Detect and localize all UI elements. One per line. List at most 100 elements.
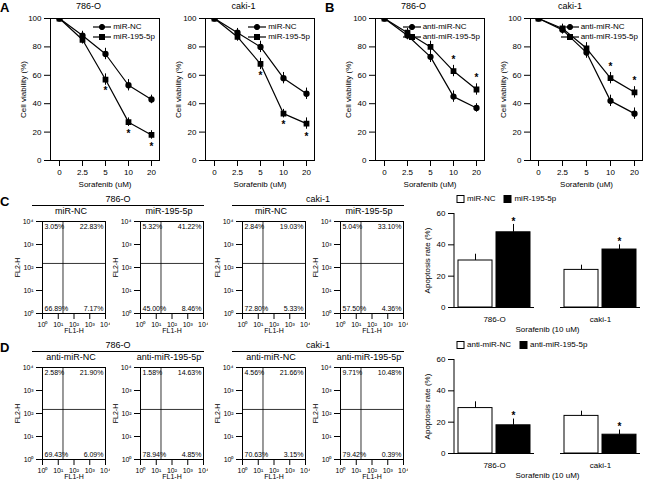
- svg-text:60: 60: [358, 71, 367, 80]
- svg-text:10: 10: [124, 168, 133, 177]
- svg-text:10²: 10²: [121, 410, 132, 417]
- svg-text:10³: 10³: [285, 321, 296, 328]
- svg-text:10³: 10³: [321, 387, 332, 394]
- svg-text:1.58%1.58: 1.58%1.58: [143, 369, 163, 376]
- svg-text:*: *: [104, 85, 108, 96]
- svg-text:FL2-H: FL2-H: [14, 258, 21, 277]
- svg-text:10³: 10³: [23, 387, 34, 394]
- svg-text:0: 0: [441, 449, 446, 458]
- svg-text:10³: 10³: [223, 241, 234, 248]
- svg-text:10⁰: 10⁰: [322, 456, 333, 463]
- svg-text:20: 20: [472, 168, 481, 177]
- svg-text:10⁰: 10⁰: [224, 456, 235, 463]
- svg-text:10¹: 10¹: [351, 467, 362, 474]
- svg-text:2.5: 2.5: [77, 168, 89, 177]
- svg-text:*: *: [618, 236, 622, 247]
- svg-text:FL2-H: FL2-H: [214, 404, 221, 423]
- svg-text:*: *: [512, 410, 516, 421]
- svg-text:2.58%2.58: 2.58%2.58: [45, 369, 65, 376]
- svg-text:0: 0: [517, 156, 522, 165]
- svg-text:10¹: 10¹: [23, 433, 34, 440]
- svg-text:0: 0: [37, 156, 42, 165]
- svg-text:786-O: 786-O: [483, 461, 505, 470]
- svg-text:20: 20: [302, 168, 311, 177]
- svg-text:10¹: 10¹: [253, 467, 264, 474]
- svg-text:*: *: [150, 141, 154, 152]
- svg-text:3.15%3.15: 3.15%3.15: [284, 451, 304, 458]
- svg-text:72.80%72.8: 72.80%72.8: [245, 305, 269, 312]
- svg-text:10¹: 10¹: [223, 433, 234, 440]
- svg-text:10³: 10³: [23, 241, 34, 248]
- svg-text:100: 100: [28, 14, 42, 23]
- svg-text:10³: 10³: [183, 321, 194, 328]
- svg-text:10⁴: 10⁴: [198, 467, 208, 474]
- svg-text:80: 80: [188, 42, 197, 51]
- svg-text:79.42%79.42: 79.42%79.42: [343, 451, 367, 458]
- svg-text:10⁰: 10⁰: [38, 321, 49, 328]
- svg-text:2.84%2.84: 2.84%2.84: [245, 223, 265, 230]
- svg-text:10⁴: 10⁴: [398, 321, 408, 328]
- svg-text:FL1-H: FL1-H: [162, 327, 181, 334]
- svg-text:10⁴: 10⁴: [321, 218, 332, 225]
- svg-text:10: 10: [279, 168, 288, 177]
- svg-text:20: 20: [630, 168, 639, 177]
- svg-text:40: 40: [513, 99, 522, 108]
- svg-text:20: 20: [437, 418, 446, 427]
- svg-text:Sorafenib (10 uM): Sorafenib (10 uM): [515, 325, 579, 334]
- svg-text:*: *: [127, 128, 131, 139]
- svg-text:40: 40: [437, 240, 446, 249]
- svg-text:*: *: [618, 421, 622, 432]
- svg-text:10⁴: 10⁴: [121, 218, 132, 225]
- svg-text:10⁰: 10⁰: [336, 321, 347, 328]
- svg-text:10¹: 10¹: [253, 321, 264, 328]
- svg-text:*: *: [259, 70, 263, 81]
- svg-text:100: 100: [183, 14, 197, 23]
- svg-text:*: *: [282, 119, 286, 130]
- svg-text:Sorafenib (uM): Sorafenib (uM): [79, 180, 132, 189]
- svg-text:*: *: [452, 54, 456, 65]
- svg-text:10: 10: [606, 168, 615, 177]
- svg-text:10⁰: 10⁰: [136, 467, 147, 474]
- svg-text:10³: 10³: [383, 467, 394, 474]
- svg-text:10¹: 10¹: [23, 287, 34, 294]
- svg-text:10³: 10³: [85, 467, 96, 474]
- svg-text:Sorafenib (uM): Sorafenib (uM): [560, 180, 613, 189]
- svg-text:*: *: [305, 131, 309, 142]
- svg-text:10²: 10²: [121, 264, 132, 271]
- svg-text:10⁴: 10⁴: [23, 218, 34, 225]
- svg-text:10²: 10²: [321, 410, 332, 417]
- svg-text:0.39%0.39: 0.39%0.39: [382, 451, 402, 458]
- svg-text:100: 100: [508, 14, 522, 23]
- svg-text:10¹: 10¹: [121, 433, 132, 440]
- svg-text:0: 0: [212, 168, 217, 177]
- svg-text:10³: 10³: [121, 387, 132, 394]
- svg-text:5: 5: [103, 168, 108, 177]
- svg-text:60: 60: [437, 355, 446, 364]
- svg-text:20: 20: [513, 128, 522, 137]
- svg-text:FL2-H: FL2-H: [312, 404, 319, 423]
- svg-text:10¹: 10¹: [151, 467, 162, 474]
- svg-text:0: 0: [192, 156, 197, 165]
- svg-text:40: 40: [188, 99, 197, 108]
- svg-text:Sorafenib (uM): Sorafenib (uM): [234, 180, 287, 189]
- svg-text:0: 0: [57, 168, 62, 177]
- svg-text:10⁴: 10⁴: [100, 467, 110, 474]
- svg-text:10⁰: 10⁰: [322, 310, 333, 317]
- svg-text:60: 60: [437, 209, 446, 218]
- svg-text:786-O: 786-O: [483, 315, 505, 324]
- svg-text:0: 0: [441, 303, 446, 312]
- svg-text:60: 60: [33, 71, 42, 80]
- svg-text:0: 0: [362, 156, 367, 165]
- svg-text:21.66%21.66: 21.66%21.66: [280, 369, 304, 376]
- svg-text:FL1-H: FL1-H: [162, 473, 181, 480]
- svg-text:FL1-H: FL1-H: [64, 327, 83, 334]
- svg-text:Cell viability (%): Cell viability (%): [344, 61, 353, 118]
- svg-text:20: 20: [437, 272, 446, 281]
- svg-text:80: 80: [33, 42, 42, 51]
- svg-text:10⁴: 10⁴: [398, 467, 408, 474]
- svg-text:80: 80: [513, 42, 522, 51]
- svg-text:2.5: 2.5: [232, 168, 244, 177]
- svg-text:10⁰: 10⁰: [238, 467, 249, 474]
- svg-text:Cell viability (%): Cell viability (%): [499, 61, 508, 118]
- svg-text:57.50%57.5: 57.50%57.5: [343, 305, 367, 312]
